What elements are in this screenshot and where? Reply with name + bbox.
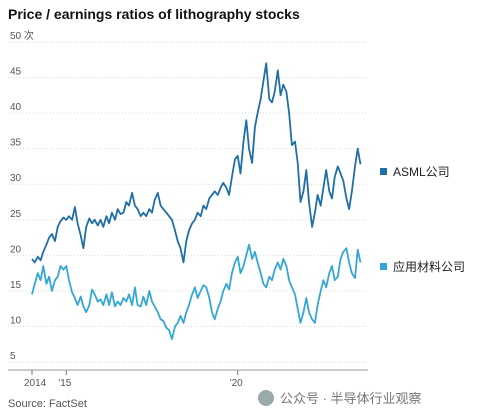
x-tick-label: '20 bbox=[230, 378, 243, 389]
y-tick-label: 25 bbox=[10, 209, 22, 220]
y-tick-label: 15 bbox=[10, 280, 22, 291]
y-tick-label: 40 bbox=[10, 102, 22, 113]
wechat-icon bbox=[258, 389, 274, 406]
y-tick-label: 30 bbox=[10, 173, 22, 184]
x-tick-label: 2014 bbox=[24, 378, 47, 389]
watermark: 公众号 · 半导体行业观察 bbox=[258, 388, 422, 407]
series-line-asml bbox=[31, 62, 362, 264]
legend-asml: ASML公司 bbox=[380, 163, 450, 180]
watermark-text: 公众号 · 半导体行业观察 bbox=[280, 391, 422, 406]
legend-asml-label: ASML公司 bbox=[393, 165, 450, 179]
y-tick-label: 5 bbox=[10, 351, 16, 362]
legend-amat-swatch bbox=[380, 263, 387, 270]
gridlines bbox=[8, 41, 368, 371]
y-tick-label: 20 bbox=[10, 244, 22, 255]
y-tick-label: 50 次 bbox=[10, 29, 34, 42]
source-note: Source: FactSet bbox=[8, 398, 87, 410]
y-tick-label: 10 bbox=[10, 315, 22, 326]
series-lines bbox=[31, 62, 362, 341]
series-line-applied-materials bbox=[31, 243, 362, 341]
x-axis-ticks: 2014 '15 '20 bbox=[24, 370, 243, 389]
chart-title: Price / earnings ratios of lithography s… bbox=[8, 6, 300, 22]
y-tick-label: 35 bbox=[10, 138, 22, 149]
y-axis-ticks: 5 10 15 20 25 30 35 40 45 50 次 bbox=[10, 29, 34, 362]
y-tick-label: 45 bbox=[10, 67, 22, 78]
x-tick-label: '15 bbox=[58, 378, 71, 389]
legend-amat: 应用材料公司 bbox=[380, 258, 465, 275]
legend-amat-label: 应用材料公司 bbox=[393, 260, 466, 274]
legend-asml-swatch bbox=[380, 168, 387, 175]
